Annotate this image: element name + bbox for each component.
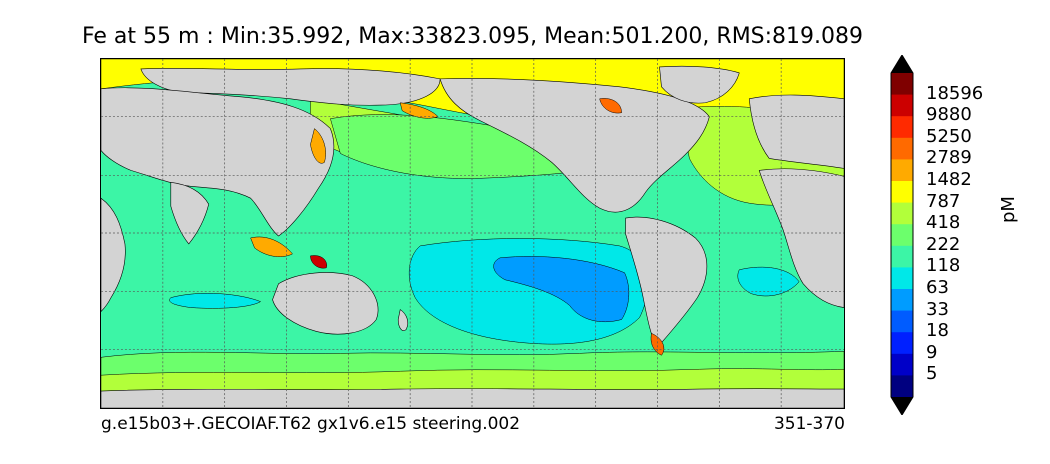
colorbar-segment	[891, 310, 913, 333]
land-north-america	[439, 78, 710, 213]
footer-case-name: g.e15b03+.GECOIAF.T62 gx1v6.e15 steering…	[101, 414, 521, 434]
colorbar-segment	[891, 94, 913, 117]
coastal-orange-hudson	[599, 98, 622, 114]
coastal-orange-japan	[310, 128, 326, 164]
coastal-orange-indonesia	[250, 236, 293, 257]
south-atlantic-cyan	[737, 266, 800, 297]
colorbar-segment	[891, 159, 913, 182]
colorbar-tick-label: 5250	[926, 125, 972, 147]
land-europe	[748, 94, 844, 169]
colorbar-unit-label: pM	[998, 196, 1019, 223]
land-australia	[272, 272, 379, 335]
land-antarctica	[101, 388, 844, 408]
colorbar-segment	[891, 73, 913, 96]
colorbar-tick-label: 118	[926, 255, 961, 277]
land-asia	[101, 87, 335, 237]
plot-title: Fe at 55 m : Min:35.992, Max:33823.095, …	[81, 24, 864, 49]
colorbar-tick-label: 5	[926, 363, 938, 385]
map-frame	[100, 58, 845, 409]
colorbar	[872, 55, 932, 415]
colorbar-segment	[891, 289, 913, 312]
colorbar-tick-label: 9880	[926, 104, 972, 126]
colorbar-tick-label: 18596	[926, 82, 984, 104]
ocean-map	[101, 59, 844, 408]
colorbar-segment	[891, 224, 913, 247]
colorbar-extend-max	[891, 55, 913, 73]
colorbar-graphic	[890, 55, 914, 415]
colorbar-outline	[890, 55, 914, 415]
colorbar-extend-min	[891, 397, 913, 415]
colorbar-segment	[891, 245, 913, 268]
coastal-orange-patagonia	[650, 333, 665, 356]
land-africa-west	[758, 168, 844, 308]
colorbar-tick-label: 63	[926, 277, 949, 298]
colorbar-segment	[891, 267, 913, 290]
footer-year-range: 351-370	[773, 414, 845, 434]
map-gridlines	[101, 59, 844, 408]
land-new-zealand	[397, 309, 409, 331]
colorbar-segment	[891, 353, 913, 376]
colorbar-tick-label: 418	[926, 212, 961, 234]
colorbar-segment	[891, 202, 913, 225]
colorbar-tick-label: 18	[926, 320, 949, 342]
colorbar-segment	[891, 116, 913, 139]
colorbar-segment	[891, 181, 913, 204]
colorbar-segment	[891, 375, 913, 398]
colorbar-tick-label: 1482	[926, 169, 972, 190]
land-india	[170, 181, 210, 245]
land-africa-east	[101, 197, 126, 312]
colorbar-tick-label: 222	[926, 233, 961, 255]
indian-ocean-cyan	[169, 293, 262, 309]
colorbar-tick-label: 33	[926, 298, 949, 320]
colorbar-segment	[891, 137, 913, 160]
colorbar-tick-label: 787	[926, 190, 961, 212]
coastal-red-newguinea	[310, 255, 327, 269]
colorbar-tick-label: 2789	[926, 147, 972, 169]
colorbar-segment	[891, 332, 913, 355]
colorbar-tick-label: 9	[926, 341, 938, 363]
south-pacific-blue-core	[493, 256, 630, 323]
